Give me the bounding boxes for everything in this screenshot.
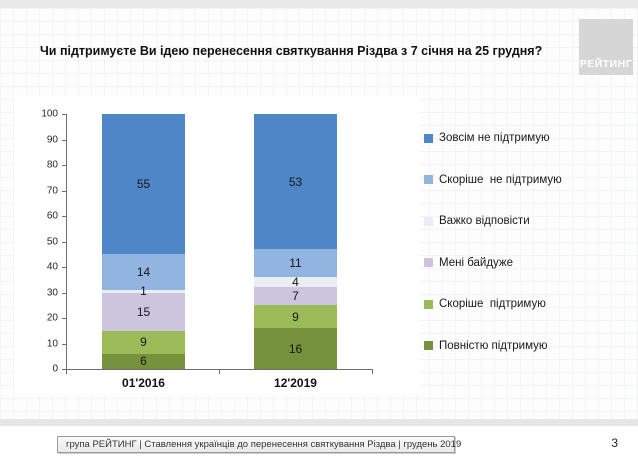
legend-label: Скоріше підтримую [439,298,546,310]
bar-segment: 7 [254,287,337,306]
x-axis-line [66,369,373,370]
y-tick-mark [62,292,66,294]
bar-segment: 9 [102,330,185,354]
y-tick-mark [62,114,66,115]
bar-segment: 6 [102,353,185,369]
bar-value-label: 55 [136,177,151,192]
legend-label: Зовсім не підтримую [439,132,550,144]
y-tick-mark [62,318,66,319]
legend-item: Повністю підтримую [424,340,548,352]
x-tick-mark [66,370,67,374]
rating-group-logo: РЕЙТИНГ [579,19,633,75]
y-tick-mark [62,190,66,192]
y-tick-label: 60 [46,210,58,222]
y-tick-label: 0 [52,363,58,375]
legend-item: Скоріше підтримую [424,298,546,310]
y-tick-label: 10 [46,338,58,349]
y-tick-label: 70 [46,185,58,196]
y-tick-label: 20 [46,312,58,324]
bar-segment: 53 [254,114,337,250]
legend-item: Зовсім не підтримую [424,132,550,144]
y-tick-mark [62,369,66,370]
legend-item: Мені байдуже [424,257,513,269]
y-tick-mark [62,267,66,268]
footer-source-box: група РЕЙТИНГ | Ставлення українців до п… [57,436,461,453]
bar-segment: 55 [102,114,185,255]
y-tick-mark [62,216,66,217]
y-axis-line [66,114,67,370]
bar-segment: 16 [254,328,337,369]
y-tick-label: 30 [46,287,58,298]
x-tick-mark [219,370,220,374]
bar-value-label: 4 [292,275,299,290]
stacked-bar-chart: 0 10 20 30 40 50 60 70 80 90 100 6 9 15 1 14 55 16 9 7 4 11 5… [14,96,420,394]
y-tick-label: 50 [46,236,58,247]
y-tick-mark [62,139,66,141]
x-tick-mark [372,370,373,374]
category-label: 01'2016 [122,376,165,390]
legend-item: Скоріше не підтримую [424,174,562,186]
stacked-bar-01'2016: 6 9 15 1 14 55 [102,114,185,369]
bar-segment: 4 [254,275,337,290]
bar-value-label: 53 [288,174,303,189]
y-tick-mark [62,241,66,243]
bar-segment: 15 [102,292,185,331]
legend-label: Повністю підтримую [439,339,548,352]
legend-swatch [424,258,433,267]
bar-value-label: 6 [140,354,147,369]
bar-segment: 11 [254,249,337,278]
page-number: 3 [611,436,618,450]
legend-item: Важко відповісти [424,215,530,227]
stacked-bar-12'2019: 16 9 7 4 11 53 [254,114,337,369]
bar-value-label: 1 [140,284,147,299]
y-tick-mark [62,165,66,166]
y-tick-mark [62,343,66,345]
y-tick-label: 90 [46,134,58,145]
bar-value-label: 16 [288,341,303,356]
legend-label: Важко відповісти [439,215,530,227]
y-tick-label: 40 [46,261,58,273]
legend-label: Скоріше не підтримую [439,173,562,186]
bar-value-label: 7 [292,289,299,304]
legend-swatch [424,341,433,350]
bar-value-label: 9 [292,309,299,324]
legend-swatch [424,299,433,309]
category-label: 12'2019 [274,376,317,390]
bar-value-label: 9 [140,335,147,350]
bottom-strip [0,419,638,426]
legend-swatch [424,175,433,184]
chart-title: Чи підтримуєте Ви ідею перенесення святк… [40,44,543,58]
bar-segment: 14 [102,254,185,290]
bar-segment: 1 [102,284,185,298]
legend-swatch [424,216,433,226]
legend-swatch [424,133,433,143]
top-strip [0,0,638,8]
bar-value-label: 15 [136,304,151,319]
bar-value-label: 14 [136,265,151,280]
rating-group-logo-text: РЕЙТИНГ [579,58,633,70]
bar-segment: 9 [254,305,337,329]
y-tick-label: 100 [41,108,58,120]
bar-value-label: 11 [289,256,302,271]
y-tick-label: 80 [46,159,58,171]
legend-label: Мені байдуже [439,256,514,269]
footer-source-text: група РЕЙТИНГ | Ставлення українців до п… [66,439,462,450]
